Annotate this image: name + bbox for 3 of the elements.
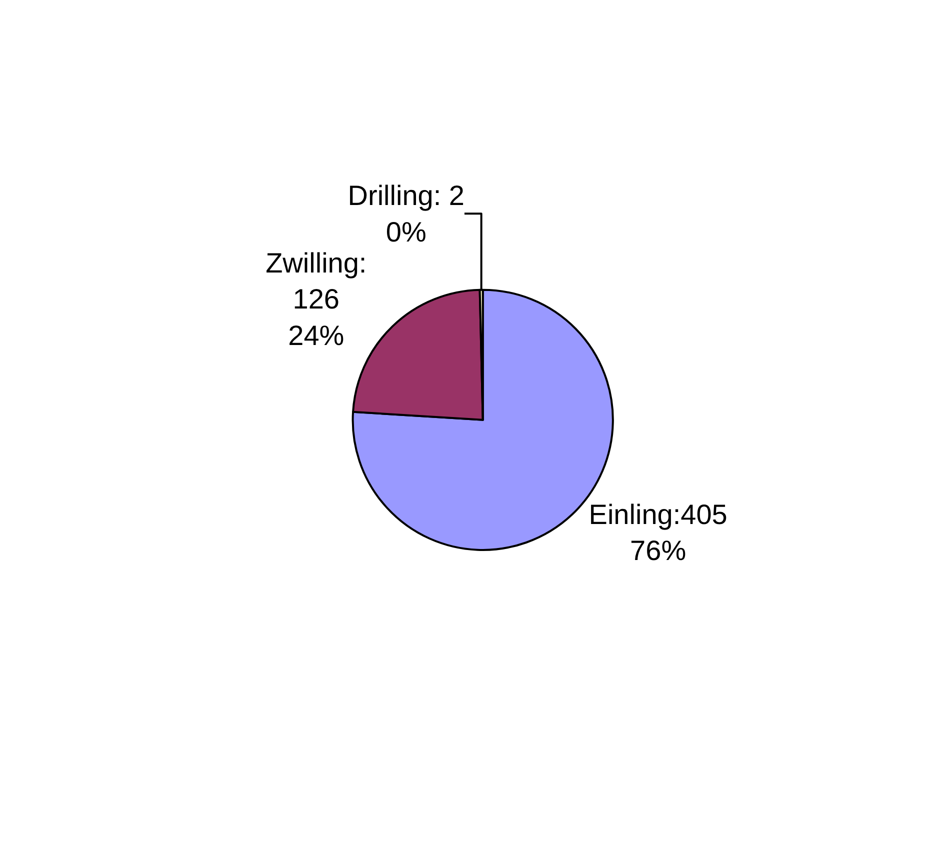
slice-label: Drilling: 2 0% — [348, 180, 464, 248]
slice-label: Zwilling: 126 24% — [266, 247, 367, 352]
slice-label: Einling:405 76% — [588, 498, 728, 566]
